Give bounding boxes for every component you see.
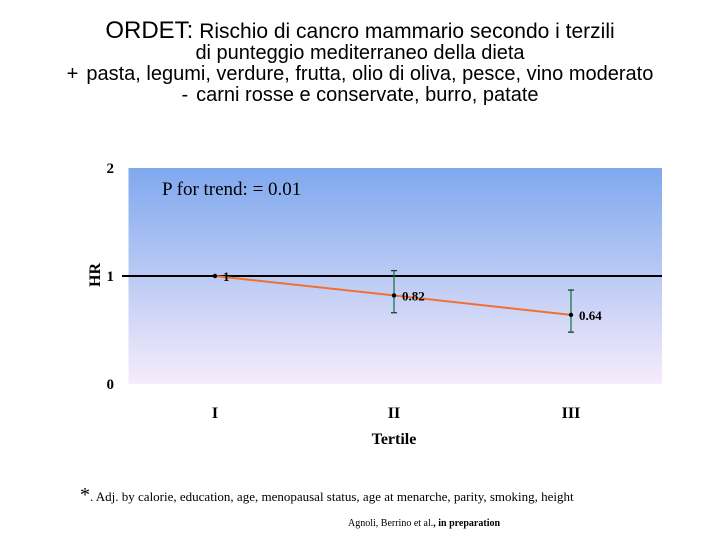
adjustment-footnote: *. Adj. by calorie, education, age, meno… xyxy=(80,484,720,507)
y-tick-label: 1 xyxy=(107,269,115,285)
data-label: 0.64 xyxy=(579,308,602,323)
footnote-star: * xyxy=(80,484,90,506)
title-block: ORDET: Rischio di cancro mammario second… xyxy=(0,18,720,106)
chart-marks: 1 0.82 0.64 xyxy=(212,269,602,333)
data-label: 1 xyxy=(223,269,230,284)
title-head: ORDET: xyxy=(105,17,194,44)
title-line-4: - carni rosse e conservate, burro, patate xyxy=(0,85,720,106)
minus-sign: - xyxy=(181,84,189,107)
data-point xyxy=(568,312,574,318)
data-label: 0.82 xyxy=(402,288,425,303)
y-tick-label: 2 xyxy=(107,161,115,177)
x-tick-label: I xyxy=(212,405,218,422)
y-tick-label: 0 xyxy=(107,377,115,393)
citation-authors: Agnoli, Berrino et al. xyxy=(348,518,434,529)
x-axis-label: Tertile xyxy=(372,431,417,448)
title-line-4-text: carni rosse e conservate, burro, patate xyxy=(196,84,539,107)
citation-status: , in preparation xyxy=(433,518,501,529)
title-line-1-rest: Rischio di cancro mammario secondo i ter… xyxy=(199,20,615,43)
x-tick-label: III xyxy=(562,405,581,422)
plus-sign: + xyxy=(66,63,79,86)
title-line-1: ORDET: Rischio di cancro mammario second… xyxy=(0,18,720,43)
footnote-text: . Adj. by calorie, education, age, menop… xyxy=(90,489,574,504)
citation: Agnoli, Berrino et al., in preparation xyxy=(348,518,500,529)
title-line-2: di punteggio mediterraneo della dieta xyxy=(195,42,525,65)
p-trend-annotation: P for trend: = 0.01 xyxy=(162,179,301,200)
data-point xyxy=(391,293,397,298)
data-point xyxy=(212,273,218,279)
y-axis-label: HR xyxy=(87,263,104,287)
title-line-3-text: pasta, legumi, verdure, frutta, olio di … xyxy=(86,63,654,86)
x-tick-label: II xyxy=(388,405,400,422)
title-line-3: + pasta, legumi, verdure, frutta, olio di… xyxy=(0,64,720,85)
